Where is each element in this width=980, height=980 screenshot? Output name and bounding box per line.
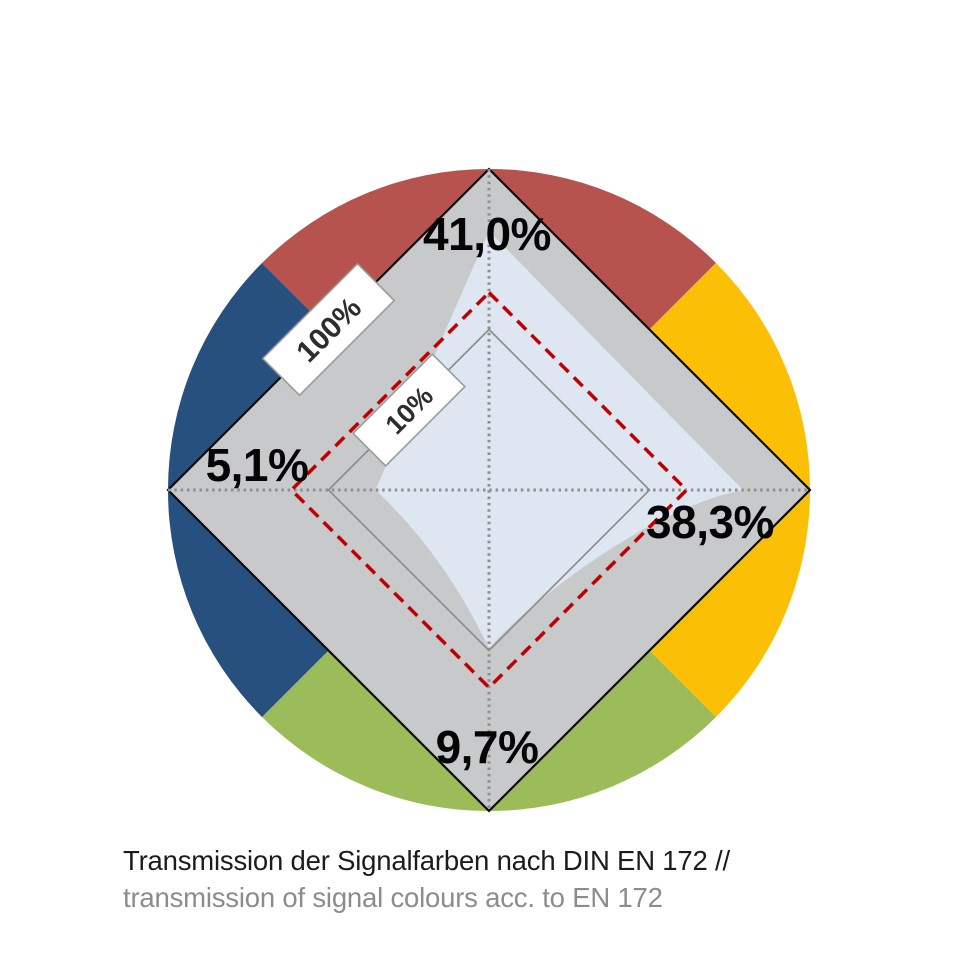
value-label-bottom-green: 9,7% (436, 721, 539, 773)
reference-ring-dashed (289, 290, 689, 690)
caption: Transmission der Signalfarben nach DIN E… (123, 842, 730, 916)
value-label-right-yellow: 38,3% (646, 496, 774, 548)
data-polygon-transmission (375, 231, 744, 649)
value-label-left-blue: 5,1% (206, 439, 309, 491)
value-label-top-red: 41,0% (423, 208, 551, 260)
scale-label-100pct: 100% (261, 262, 396, 397)
scale-label-10pct: 10% (352, 353, 466, 467)
caption-line-english: transmission of signal colours acc. to E… (123, 882, 663, 913)
caption-line-german: Transmission der Signalfarben nach DIN E… (123, 845, 730, 876)
scale-label-100pct-box (261, 262, 396, 397)
scale-label-10pct-box (352, 353, 466, 467)
